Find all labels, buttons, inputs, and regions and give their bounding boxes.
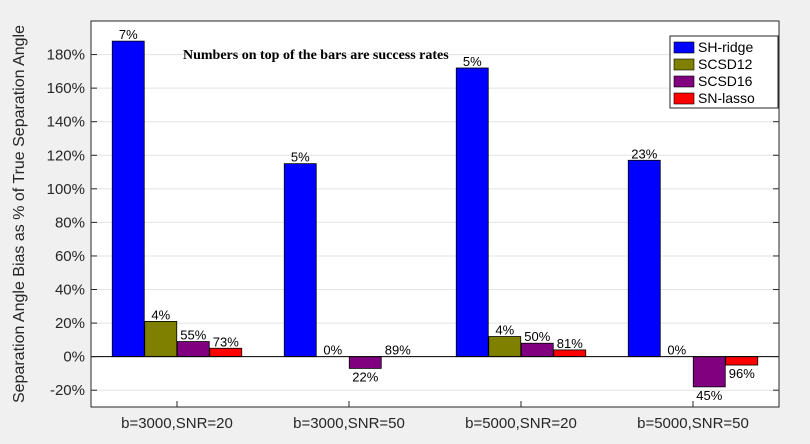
bar-value-label: 73% <box>213 334 239 349</box>
bar-value-label: 89% <box>385 343 411 358</box>
x-tick-label: b=3000,SNR=50 <box>293 415 405 432</box>
legend-entry-label: SN-lasso <box>698 90 755 106</box>
bar-value-label: 5% <box>291 150 310 165</box>
bar-scsd16 <box>348 356 382 369</box>
y-tick-label: 140% <box>47 114 85 131</box>
y-tick-label: 100% <box>47 181 85 198</box>
bar-value-label: 0% <box>667 343 686 358</box>
bar-value-label: 4% <box>151 307 170 322</box>
legend-entry-label: SCSD12 <box>698 56 753 72</box>
y-tick-label: 60% <box>55 248 85 265</box>
bar-value-label: 23% <box>631 146 657 161</box>
y-tick-label: 0% <box>63 349 85 366</box>
legend-entry-label: SCSD16 <box>698 73 753 89</box>
y-tick-label: 20% <box>55 315 85 332</box>
bar-sh-ridge <box>627 159 661 358</box>
bar-sh-ridge <box>111 40 145 358</box>
bar-value-label: 7% <box>119 27 138 42</box>
bar-value-label: 4% <box>495 323 514 338</box>
bar-value-labels: 7% 4% 55% 73% 5% 0% 22% 89% 5% 4% 50% 81% 23% 0% 45% 96… <box>119 27 755 403</box>
y-tick-label: 180% <box>47 47 85 64</box>
x-tick-label: b=5000,SNR=20 <box>465 415 577 432</box>
bar-value-label: 45% <box>696 388 722 403</box>
x-tick-label: b=3000,SNR=20 <box>121 415 233 432</box>
x-tick-label: b=5000,SNR=50 <box>637 415 749 432</box>
bar-value-label: 50% <box>524 329 550 344</box>
chart-annotation: Numbers on top of the bars are success r… <box>183 48 449 63</box>
legend-swatch <box>673 41 695 54</box>
bar-scsd16 <box>176 341 210 358</box>
y-axis-label: Separation Angle Bias as % of True Separ… <box>11 25 28 403</box>
legend-swatch <box>673 75 695 88</box>
y-tick-label: -20% <box>50 382 85 399</box>
y-tick-label: 120% <box>47 147 85 164</box>
bar-sn-lasso <box>209 347 243 358</box>
bar-scsd16 <box>520 342 554 358</box>
bar-value-label: 22% <box>352 369 378 384</box>
bar-sn-lasso <box>725 356 759 366</box>
y-tick-label: 80% <box>55 214 85 231</box>
legend-entry-label: SH-ridge <box>698 39 753 55</box>
bar-value-label: 81% <box>557 336 583 351</box>
y-tick-label: 160% <box>47 80 85 97</box>
x-axis-ticks: b=3000,SNR=20 b=3000,SNR=50 b=5000,SNR=20 b… <box>121 401 749 432</box>
bar-scsd12 <box>144 321 178 358</box>
bar-value-label: 55% <box>180 328 206 343</box>
bar-value-label: 0% <box>323 343 342 358</box>
legend-swatch <box>673 92 695 105</box>
bar-value-label: 5% <box>463 54 482 69</box>
y-tick-label: 40% <box>55 282 85 299</box>
bar-scsd16 <box>692 356 726 388</box>
bar-sh-ridge <box>455 67 489 358</box>
bar-value-label: 96% <box>729 366 755 381</box>
bar-sh-ridge <box>283 163 317 358</box>
legend-swatch <box>673 58 695 71</box>
bar-scsd12 <box>488 336 522 358</box>
